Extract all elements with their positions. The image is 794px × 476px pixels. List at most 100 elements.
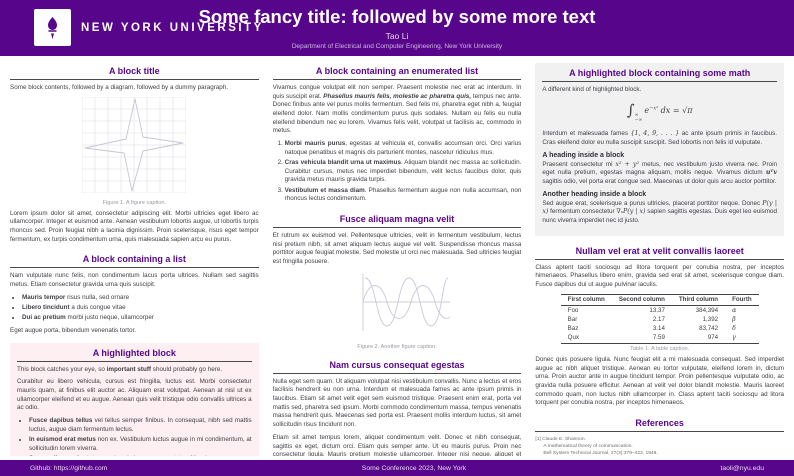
footer-github: Github: https://github.com <box>30 464 108 472</box>
figure-1-caption-text: A figure caption. <box>124 199 167 206</box>
paragraph: This block catches your eye, so importan… <box>17 366 252 375</box>
table-cell: 13.37 <box>649 306 665 314</box>
text-run: ac ante ipsum primis in faucibus. Cras e… <box>542 130 777 146</box>
table-cell: α <box>732 306 737 314</box>
figure-2-caption-text: Another figure caption. <box>379 343 437 350</box>
paragraph: Interdum et malesuada fames {1, 4, 9, . … <box>542 130 777 147</box>
text-run: fermentum consectetur <box>548 208 617 216</box>
table-row: Qux 7.59 974 γ <box>560 332 759 344</box>
paragraph: Sed augue erat, scelerisque a purus ultr… <box>542 200 777 226</box>
block-heading: Nam cursus consequat egestas <box>272 357 522 374</box>
block-nullam-vel-erat: Nullam vel erat at velit convallis laore… <box>535 243 785 408</box>
bullet-list: Fusce dapibus tellus vel tellus semper f… <box>29 417 252 456</box>
paragraph: Some block contents, followed by a diagr… <box>10 84 229 91</box>
block-references: References [1] Claude E. Shannon. A math… <box>535 415 785 456</box>
paragraph: Curabitur eu libero vehicula, cursus est… <box>17 378 252 412</box>
paragraph: Nam vulputate nunc felis, non condimentu… <box>10 272 259 289</box>
list-item-lead: Libero tincidunt <box>22 304 70 311</box>
block-containing-a-list: A block containing a list Nam vulputate … <box>10 251 259 335</box>
text-run: sapien sagittis egestas. Duis eget leo e… <box>542 208 778 225</box>
list-item: Morbi mauris purus, egestas at vehicula … <box>285 140 522 157</box>
equation-middle: dx = <box>658 105 683 115</box>
table-row: Baz 3.14 83,742 δ <box>561 324 759 333</box>
list-item: Vestibulum et massa diam. Phasellus ferm… <box>285 187 522 204</box>
block-heading: A highlighted block <box>17 345 252 362</box>
table-header-row: First column Second column Third column … <box>560 293 759 306</box>
table-cell: δ <box>732 324 736 332</box>
table-header-cell: Second column <box>611 293 672 306</box>
list-item: Cras vehicula blandit urna ut maximus. A… <box>285 159 522 185</box>
paragraph: Nulla eget sem quam. Ut aliquam volutpat… <box>272 377 522 429</box>
block-heading: A block containing a list <box>10 251 259 269</box>
paragraph: Class aptent taciti sociosqu ad litora t… <box>535 263 785 289</box>
block-fusce-aliquam: Fusce aliquam magna velit Et rutrum ex e… <box>272 211 522 350</box>
table-row: Bar 2.17 1,392 β <box>561 315 759 324</box>
reference-title: A mathematical theory of communication. <box>543 444 633 450</box>
reference-journal: Bell System Technical Journal, 27(3):379… <box>543 451 658 456</box>
figure-2-label: Figure 2. <box>357 343 380 350</box>
block-heading: Fusce aliquam magna velit <box>272 211 522 228</box>
text-run: Praesent consectetur mi <box>542 160 616 168</box>
table-cell: 3.14 <box>652 324 665 332</box>
table-cell: 1,392 <box>702 315 719 323</box>
paragraph: Eget augue porta, bibendum venenatis tor… <box>10 326 137 334</box>
subheading: Another heading inside a block <box>542 190 647 198</box>
paragraph: Praesent consectetur mi x² + y² metus, n… <box>542 161 777 187</box>
table-header-cell: First column <box>560 293 612 306</box>
list-item: Libero tincidunt a duis congue vitae <box>22 304 259 313</box>
list-item: Fusce dapibus tellus vel tellus semper f… <box>29 417 252 434</box>
list-item-text: morbi justo neque, ullamcorper <box>65 314 154 322</box>
list-item-text: mauris vel placerat consectetur. Mauris … <box>29 455 252 456</box>
table-cell: Baz <box>567 324 579 332</box>
title-area: Some fancy title: followed by some more … <box>0 6 794 50</box>
footer-conference: Some Conference 2023, New York <box>361 464 467 472</box>
poster-title: Some fancy title: followed by some more … <box>198 6 596 27</box>
inline-math: x² + y² <box>615 160 640 168</box>
paragraph: Vivamus congue volutpat elit non semper.… <box>273 84 522 136</box>
list-item-text: , egestas at vehicula et, convallis accu… <box>284 140 522 156</box>
table-row: Foo 13.37 384,394 α <box>561 305 759 315</box>
integral-lower-limit: −∞ <box>634 117 643 123</box>
table-cell: 974 <box>671 332 726 344</box>
bold-italic-text-run: Phasellus mauris felis, molestie ac phar… <box>323 92 472 100</box>
display-equation: ∫ ∞ −∞ e−x² dx = √π <box>542 101 777 124</box>
figure-1-label: Figure 1. <box>102 199 125 206</box>
table-caption-text: A table caption. <box>649 345 690 352</box>
data-table: First column Second column Third column … <box>560 293 759 344</box>
paragraph: Etiam sit amet tempus lorem, aliquet con… <box>272 433 522 456</box>
sine-wave-figure <box>362 273 451 331</box>
text-run: Sed augue erat, scelerisque a purus ultr… <box>542 199 763 207</box>
figure-1-caption: Figure 1. A figure caption. <box>10 200 259 206</box>
table-label: Table 1. <box>630 345 650 352</box>
block-heading: A block title <box>10 63 259 80</box>
table-cell: Bar <box>567 315 578 323</box>
inline-math: P(y | x) <box>542 199 778 216</box>
org-name: NEW YORK UNIVERSITY <box>81 21 264 34</box>
paragraph: Lorem ipsum dolor sit amet, consectetur … <box>10 209 259 243</box>
block-heading: Nullam vel erat at velit convallis laore… <box>535 243 785 260</box>
paragraph: A different kind of highlighted block. <box>542 86 642 93</box>
text-run: This block catches your eye, so <box>17 365 107 373</box>
table-header-cell: Third column <box>671 293 726 306</box>
block-heading: A block containing an enumerated list <box>272 63 522 80</box>
table-cell: β <box>732 315 736 323</box>
equation-rhs: √π <box>682 105 693 115</box>
highlighted-math-block: A highlighted block containing some math… <box>535 63 785 236</box>
table-cell: 83,742 <box>699 324 719 332</box>
column-1: A block title Some block contents, follo… <box>10 63 259 456</box>
column-2: A block containing an enumerated list Vi… <box>272 63 522 456</box>
reference-authors: [1] Claude E. Shannon. <box>535 436 586 442</box>
integrand-exponent: −x² <box>649 105 659 112</box>
poster-affiliation: Department of Electrical and Computer En… <box>291 43 503 50</box>
list-item-lead: Dui ac pretium <box>22 314 66 322</box>
list-item-lead: Fusce dapibus tellus <box>29 417 93 424</box>
block-enumerated-list: A block containing an enumerated list Vi… <box>272 63 522 204</box>
poster-author: Tao Li <box>385 31 409 41</box>
table-cell: Qux <box>560 332 612 344</box>
table-header-cell: Fourth <box>725 293 759 306</box>
text-run: Interdum et malesuada fames <box>542 130 631 138</box>
inline-math: {1, 4, 9, . . . } <box>630 130 680 138</box>
poster-header: NEW YORK UNIVERSITY Some fancy title: fo… <box>0 0 794 56</box>
star-grid-figure <box>82 96 187 193</box>
